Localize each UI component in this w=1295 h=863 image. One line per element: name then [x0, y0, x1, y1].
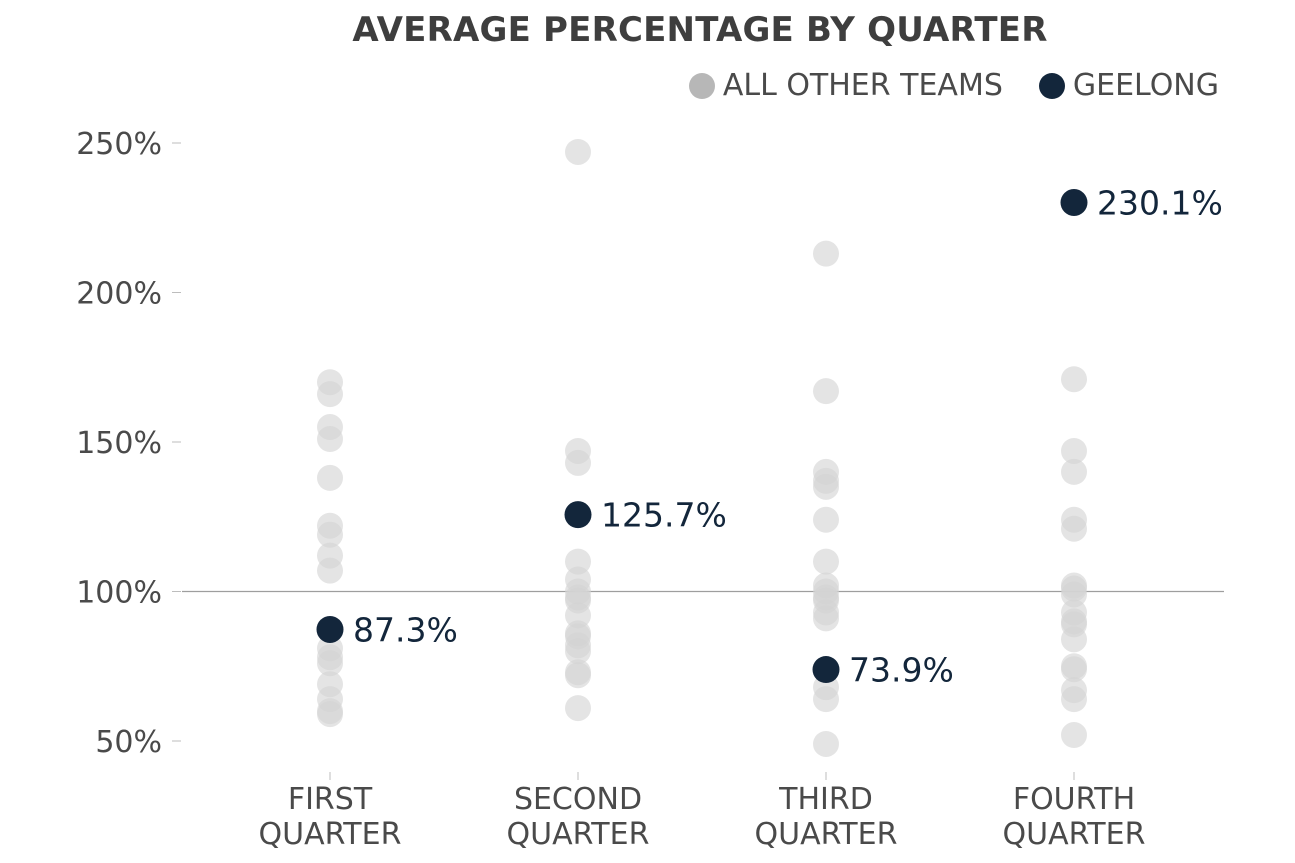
- point-other-team: [565, 602, 591, 629]
- point-other-team: [317, 426, 343, 453]
- point-other-team: [1061, 626, 1087, 653]
- point-other-team: [813, 378, 839, 405]
- point-other-team: [317, 650, 343, 677]
- point-other-team: [565, 638, 591, 665]
- point-other-team: [813, 548, 839, 575]
- data-label-geelong: 230.1%: [1097, 184, 1223, 223]
- point-other-team: [317, 381, 343, 408]
- x-tick-label: THIRD: [778, 782, 873, 817]
- legend: ALL OTHER TEAMS GEELONG: [653, 68, 1219, 103]
- legend-label-other: ALL OTHER TEAMS: [722, 68, 1003, 103]
- point-other-team: [565, 548, 591, 575]
- data-label-geelong: 73.9%: [849, 651, 954, 690]
- point-other-team: [813, 730, 839, 757]
- point-geelong: [812, 656, 840, 684]
- data-label-geelong: 87.3%: [353, 610, 458, 649]
- point-other-team: [813, 506, 839, 533]
- data-label-geelong: 125.7%: [601, 496, 727, 535]
- y-tick-label: 100%: [76, 576, 162, 611]
- legend-marker-other: [688, 72, 715, 99]
- legend-marker-geelong: [1038, 72, 1065, 99]
- point-other-team: [565, 449, 591, 476]
- x-tick-label: QUARTER: [1003, 817, 1146, 852]
- point-other-team: [813, 605, 839, 632]
- x-tick-label: FIRST: [288, 782, 373, 817]
- point-other-team: [317, 557, 343, 584]
- chart-title: AVERAGE PERCENTAGE BY QUARTER: [352, 10, 1048, 50]
- point-other-team: [813, 473, 839, 500]
- point-other-team: [565, 695, 591, 722]
- x-tick-label: SECOND: [514, 782, 642, 817]
- y-tick-label: 250%: [76, 127, 162, 162]
- point-other-team: [1061, 458, 1087, 485]
- y-tick-label: 200%: [76, 277, 162, 312]
- x-tick-label: QUARTER: [507, 817, 650, 852]
- y-tick-label: 150%: [76, 426, 162, 461]
- point-other-team: [1061, 366, 1087, 393]
- point-other-team: [1061, 656, 1087, 683]
- point-other-team: [813, 686, 839, 713]
- point-other-team: [317, 521, 343, 548]
- legend-label-geelong: GEELONG: [1072, 68, 1219, 103]
- point-other-team: [1061, 581, 1087, 608]
- point-other-team: [813, 240, 839, 267]
- point-geelong: [564, 501, 592, 529]
- point-other-team: [1061, 437, 1087, 464]
- point-other-team: [317, 701, 343, 728]
- x-tick-label: QUARTER: [259, 817, 402, 852]
- y-tick-label: 50%: [95, 725, 162, 760]
- point-other-team: [317, 464, 343, 491]
- point-other-team: [1061, 515, 1087, 542]
- x-tick-label: QUARTER: [755, 817, 898, 852]
- legend-item-other: ALL OTHER TEAMS: [688, 68, 1003, 103]
- point-geelong: [1060, 189, 1088, 217]
- point-other-team: [1061, 722, 1087, 749]
- point-other-team: [1061, 686, 1087, 713]
- legend-item-geelong: GEELONG: [1038, 68, 1219, 103]
- point-other-team: [565, 662, 591, 689]
- x-tick-label: FOURTH: [1013, 782, 1135, 817]
- point-geelong: [316, 615, 344, 643]
- point-other-team: [565, 138, 591, 165]
